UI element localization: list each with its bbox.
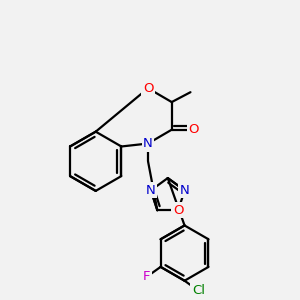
Text: N: N [180,184,190,197]
Text: O: O [188,123,199,136]
Text: O: O [173,204,184,217]
Text: Cl: Cl [192,284,205,297]
Text: F: F [143,270,151,283]
Text: N: N [146,184,156,197]
Text: N: N [143,137,153,150]
Text: O: O [143,82,153,95]
